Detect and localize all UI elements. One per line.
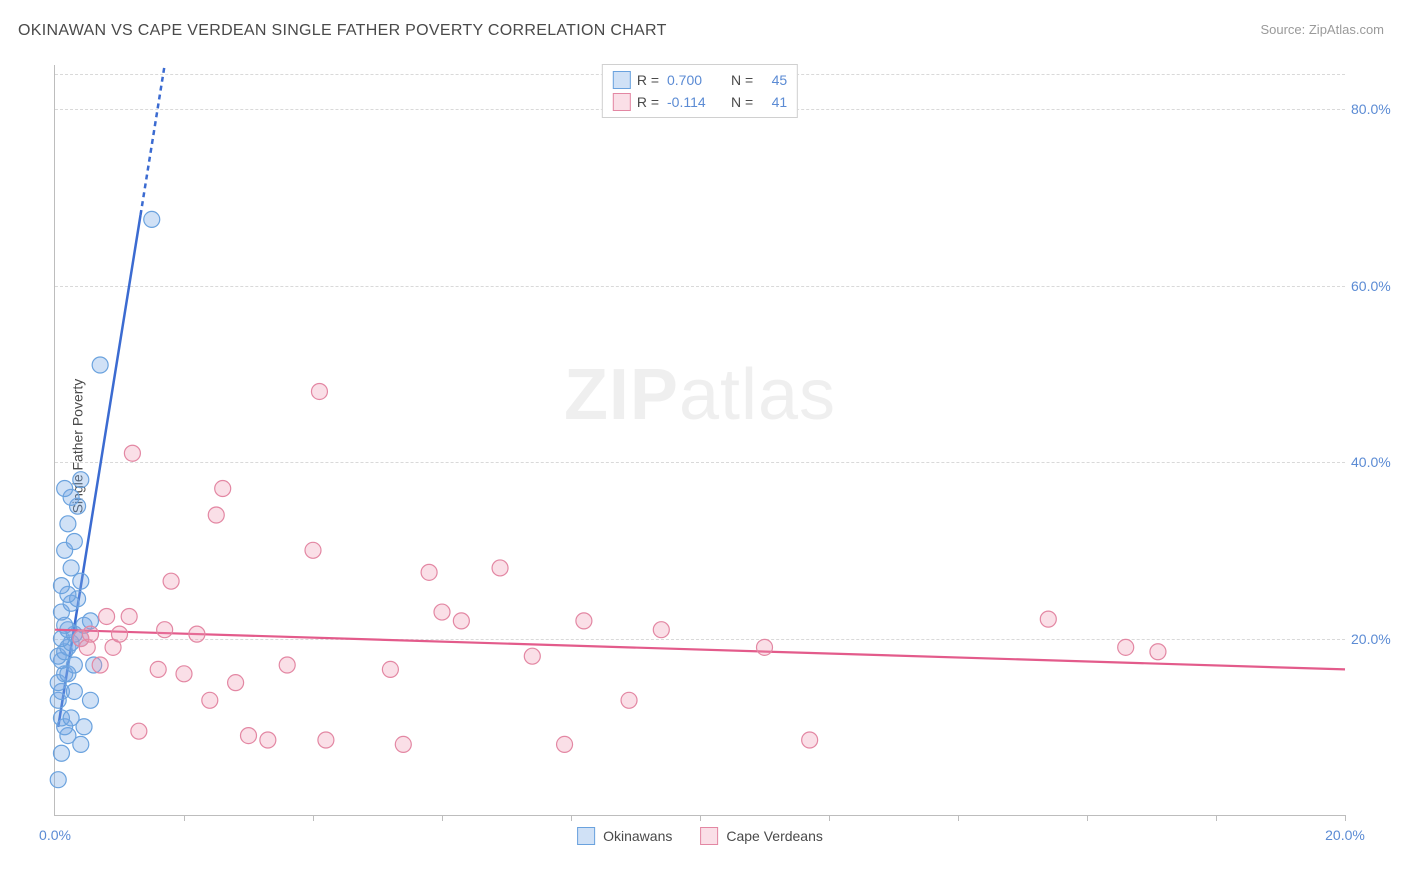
r-label: R = — [637, 94, 659, 110]
data-point — [208, 507, 224, 523]
data-point — [50, 772, 66, 788]
x-tick-mark — [313, 815, 314, 821]
data-point — [279, 657, 295, 673]
r-label: R = — [637, 72, 659, 88]
x-tick-mark — [442, 815, 443, 821]
legend-swatch — [700, 827, 718, 845]
data-point — [66, 683, 82, 699]
data-point — [241, 728, 257, 744]
y-tick-label: 20.0% — [1351, 631, 1401, 647]
x-tick-mark — [1087, 815, 1088, 821]
data-point — [621, 692, 637, 708]
data-point — [82, 626, 98, 642]
data-point — [260, 732, 276, 748]
trend-line-dashed — [141, 65, 165, 215]
data-point — [76, 719, 92, 735]
y-tick-label: 40.0% — [1351, 454, 1401, 470]
data-point — [1118, 639, 1134, 655]
data-point — [492, 560, 508, 576]
x-tick-mark — [571, 815, 572, 821]
chart-title: OKINAWAN VS CAPE VERDEAN SINGLE FATHER P… — [18, 22, 667, 40]
data-point — [73, 472, 89, 488]
x-tick-label: 0.0% — [39, 827, 71, 843]
data-point — [576, 613, 592, 629]
data-point — [318, 732, 334, 748]
x-tick-mark — [1345, 815, 1346, 821]
r-value: -0.114 — [667, 94, 715, 110]
r-value: 0.700 — [667, 72, 715, 88]
data-point — [1150, 644, 1166, 660]
y-tick-label: 60.0% — [1351, 278, 1401, 294]
legend-swatch — [577, 827, 595, 845]
y-tick-label: 80.0% — [1351, 101, 1401, 117]
data-point — [557, 736, 573, 752]
data-point — [215, 481, 231, 497]
source-attribution: Source: ZipAtlas.com — [1260, 22, 1384, 37]
data-point — [121, 608, 137, 624]
data-point — [176, 666, 192, 682]
data-point — [82, 692, 98, 708]
series-legend: Okinawans Cape Verdeans — [577, 827, 823, 845]
data-point — [305, 542, 321, 558]
data-point — [228, 675, 244, 691]
data-point — [73, 736, 89, 752]
data-point — [144, 211, 160, 227]
legend-swatch — [613, 93, 631, 111]
data-point — [99, 608, 115, 624]
legend-item: Cape Verdeans — [700, 827, 823, 845]
data-point — [112, 626, 128, 642]
data-point — [421, 564, 437, 580]
x-tick-mark — [700, 815, 701, 821]
data-point — [150, 661, 166, 677]
data-point — [189, 626, 205, 642]
n-label: N = — [731, 94, 753, 110]
data-point — [311, 383, 327, 399]
n-value: 41 — [761, 94, 787, 110]
correlation-legend: R = 0.700 N = 45 R = -0.114 N = 41 — [602, 64, 798, 118]
x-tick-label: 20.0% — [1325, 827, 1365, 843]
data-point — [757, 639, 773, 655]
legend-item: Okinawans — [577, 827, 672, 845]
data-point — [653, 622, 669, 638]
data-point — [157, 622, 173, 638]
legend-label: Cape Verdeans — [726, 828, 823, 844]
data-point — [453, 613, 469, 629]
x-tick-mark — [829, 815, 830, 821]
legend-row: R = 0.700 N = 45 — [613, 69, 787, 91]
data-point — [395, 736, 411, 752]
scatter-svg — [55, 65, 1345, 815]
legend-label: Okinawans — [603, 828, 672, 844]
data-point — [53, 578, 69, 594]
x-tick-mark — [184, 815, 185, 821]
data-point — [53, 745, 69, 761]
data-point — [382, 661, 398, 677]
legend-swatch — [613, 71, 631, 89]
data-point — [802, 732, 818, 748]
n-value: 45 — [761, 72, 787, 88]
x-tick-mark — [958, 815, 959, 821]
data-point — [63, 560, 79, 576]
data-point — [1040, 611, 1056, 627]
data-point — [131, 723, 147, 739]
n-label: N = — [731, 72, 753, 88]
legend-row: R = -0.114 N = 41 — [613, 91, 787, 113]
data-point — [434, 604, 450, 620]
data-point — [92, 657, 108, 673]
data-point — [163, 573, 179, 589]
data-point — [92, 357, 108, 373]
data-point — [57, 481, 73, 497]
data-point — [202, 692, 218, 708]
data-point — [60, 516, 76, 532]
plot-area: ZIPatlas 20.0%40.0%60.0%80.0% 0.0%20.0% … — [54, 65, 1345, 816]
data-point — [124, 445, 140, 461]
data-point — [73, 573, 89, 589]
data-point — [524, 648, 540, 664]
data-point — [66, 533, 82, 549]
x-tick-mark — [1216, 815, 1217, 821]
